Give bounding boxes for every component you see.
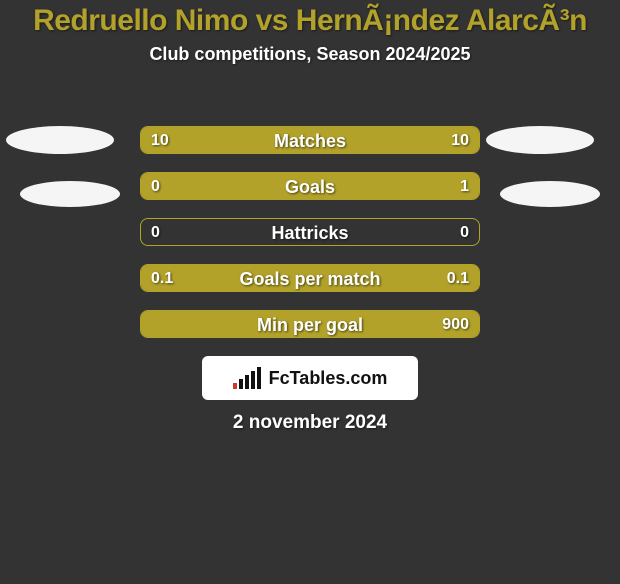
stat-value-left: 0: [141, 173, 170, 200]
source-logo: FcTables.com: [202, 356, 418, 400]
snapshot-date: 2 november 2024: [0, 412, 620, 434]
stat-row: Goals per match0.1 0.1: [140, 264, 480, 292]
stat-value-right: 1: [450, 173, 479, 200]
player-avatar-left2: [20, 181, 120, 207]
player-avatar-right: [486, 126, 594, 154]
comparison-subtitle: Club competitions, Season 2024/2025: [0, 44, 620, 65]
stat-row: Min per goal900: [140, 310, 480, 338]
stat-value-left: 0: [141, 219, 170, 246]
player-avatar-left: [6, 126, 114, 154]
stat-label: Matches: [141, 127, 479, 154]
stat-value-left: 10: [141, 127, 179, 154]
stat-value-right: 10: [441, 127, 479, 154]
stat-label: Goals: [141, 173, 479, 200]
player-avatar-right2: [500, 181, 600, 207]
stat-row: Hattricks0 0: [140, 218, 480, 246]
stat-row: Matches10 10: [140, 126, 480, 154]
stat-value-right: 0: [450, 219, 479, 246]
stat-label: Goals per match: [141, 265, 479, 292]
stat-row: Goals0 1: [140, 172, 480, 200]
stat-label: Min per goal: [141, 311, 479, 338]
stat-label: Hattricks: [141, 219, 479, 246]
source-logo-text: FcTables.com: [269, 368, 388, 389]
stat-value-right: 0.1: [437, 265, 479, 292]
bar-chart-icon: [233, 367, 263, 389]
comparison-title: Redruello Nimo vs HernÃ¡ndez AlarcÃ³n: [0, 4, 620, 38]
stat-value-left: 0.1: [141, 265, 183, 292]
stat-value-right: 900: [432, 311, 479, 338]
